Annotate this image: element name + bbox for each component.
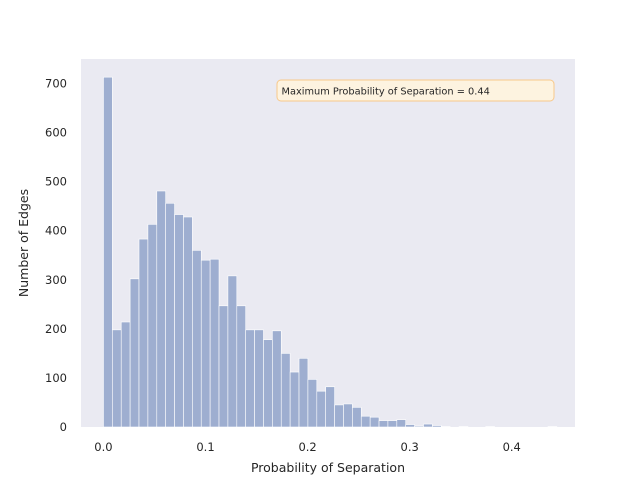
histogram-bar (352, 407, 362, 428)
histogram-bar (325, 386, 335, 428)
histogram-bar (103, 76, 113, 428)
histogram-bars (103, 76, 558, 428)
histogram-bar (218, 305, 229, 428)
y-tick-label: 700 (45, 77, 67, 91)
histogram-bar (369, 416, 380, 428)
histogram-bar (316, 390, 326, 428)
histogram-bar (209, 258, 220, 428)
y-tick-label: 600 (45, 126, 67, 140)
histogram-bar (432, 425, 442, 428)
annotation-box: Maximum Probability of Separation = 0.44 (276, 79, 555, 102)
histogram-bar (147, 224, 158, 428)
histogram-bar (423, 423, 433, 428)
y-tick-label: 300 (45, 273, 67, 287)
x-tick-label: 0.3 (401, 440, 419, 454)
y-tick-label: 500 (45, 175, 67, 189)
histogram-bar (112, 329, 122, 428)
histogram-bar (405, 424, 415, 428)
x-tick-label: 0.0 (94, 440, 112, 454)
x-axis-label: Probability of Separation (251, 460, 405, 475)
histogram-bar (227, 275, 238, 428)
y-tick-label: 100 (45, 371, 67, 385)
histogram-bar (174, 214, 184, 428)
y-axis-label: Number of Edges (16, 189, 31, 297)
histogram-bar (280, 353, 291, 428)
y-tick-label: 200 (45, 322, 67, 336)
histogram-bar (298, 358, 309, 428)
histogram-bar (129, 278, 140, 428)
histogram-bar (245, 329, 255, 428)
histogram-bar (414, 425, 424, 428)
histogram-bar (272, 330, 282, 428)
annotation-text: Maximum Probability of Separation = 0.44 (282, 87, 490, 98)
histogram-bar (254, 329, 264, 428)
histogram-bar (120, 321, 131, 428)
histogram-bar (307, 379, 318, 428)
histogram-bar (183, 216, 193, 428)
histogram-bar (334, 404, 344, 428)
histogram-bar (200, 259, 211, 428)
histogram-bar (289, 371, 300, 428)
histogram-bar (165, 202, 175, 428)
x-tick-label: 0.2 (298, 440, 316, 454)
x-tick-label: 0.1 (196, 440, 214, 454)
x-tick-label: 0.4 (503, 440, 521, 454)
histogram-bar (387, 420, 398, 428)
x-tick-labels: 0.0 0.1 0.2 0.3 0.4 (94, 440, 521, 454)
histogram-bar (360, 415, 371, 428)
histogram-bar (343, 403, 353, 428)
histogram-bar (396, 419, 407, 428)
histogram-bar (156, 190, 166, 428)
annotation-frame (276, 79, 555, 102)
histogram-bar (192, 250, 202, 428)
y-tick-labels: 0 100 200 300 400 500 600 700 (45, 77, 67, 434)
histogram-bar (263, 339, 273, 428)
histogram-bar (138, 238, 149, 428)
y-tick-label: 400 (45, 224, 67, 238)
y-tick-label: 0 (60, 420, 67, 434)
histogram-bar (236, 305, 246, 428)
histogram-bar (378, 420, 389, 428)
